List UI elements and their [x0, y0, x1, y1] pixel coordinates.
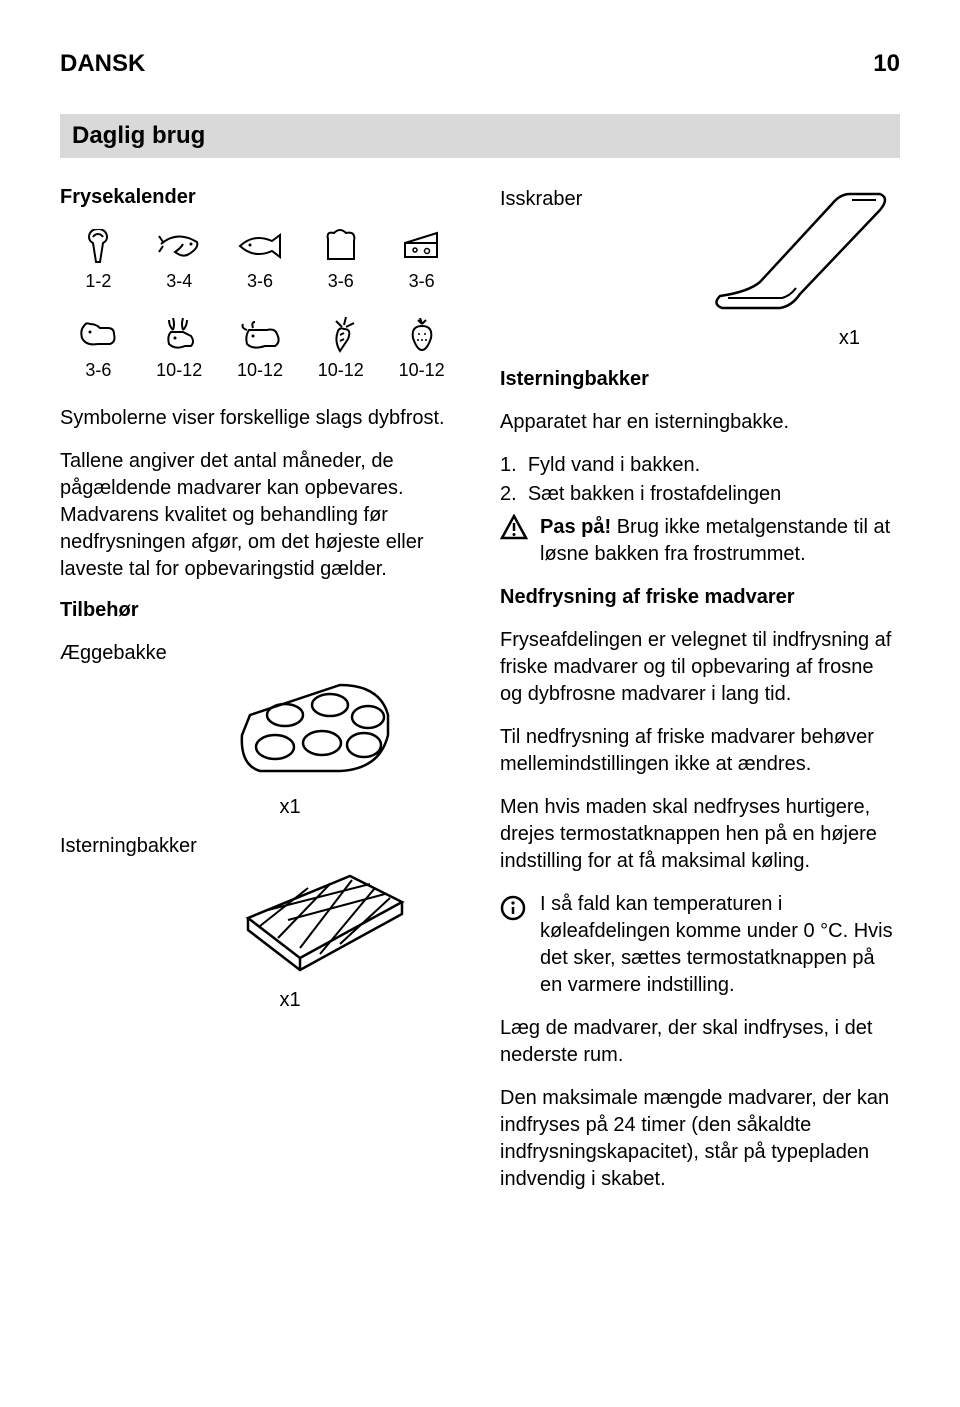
isterning-heading: Isterningbakker	[500, 368, 900, 391]
body-text: Symbolerne viser forskellige slags dybfr…	[60, 405, 460, 432]
ice-tray-qty: x1	[60, 989, 460, 1012]
info-text: I så fald kan temperaturen i køleafdelin…	[540, 891, 900, 999]
scraper-qty: x1	[500, 327, 900, 350]
fish-icon	[222, 227, 299, 265]
cal-value: 10-12	[141, 360, 218, 381]
body-text: Tallene angiver det antal måneder, de på…	[60, 448, 460, 583]
egg-tray-qty: x1	[60, 796, 460, 819]
left-column: Frysekalender 1-2 3-4 3-6 3-6 3-6 3-6 10…	[60, 186, 460, 1209]
cow-icon	[222, 316, 299, 354]
body-text: Til nedfrysning af friske madvarer behøv…	[500, 724, 900, 778]
egg-tray-label: Æggebakke	[60, 640, 460, 667]
cheese-icon	[383, 227, 460, 265]
section-title: Daglig brug	[60, 114, 900, 158]
icetray-label: Isterningbakker	[60, 833, 460, 860]
cal-value: 1-2	[60, 271, 137, 292]
shrimp-icon	[141, 227, 218, 265]
body-text: Men hvis maden skal nedfryses hurtigere,…	[500, 794, 900, 875]
cal-value: 3-6	[222, 271, 299, 292]
warning-block: Pas på! Brug ikke metalgenstande til at …	[500, 514, 900, 568]
egg-tray-icon	[60, 675, 460, 790]
info-block: I så fald kan temperaturen i køleafdelin…	[500, 891, 900, 999]
nedfrysning-heading: Nedfrysning af friske madvarer	[500, 586, 900, 609]
cal-value: 3-6	[302, 271, 379, 292]
body-text: Den maksimale mængde madvarer, der kan i…	[500, 1085, 900, 1193]
isskraber-heading: Isskraber	[500, 186, 600, 213]
cal-value: 3-6	[60, 360, 137, 381]
ice-tray-icon	[60, 868, 460, 983]
bread-icon	[302, 227, 379, 265]
freeze-calendar-2: 3-6 10-12 10-12 10-12 10-12	[60, 316, 460, 381]
body-text: Apparatet har en isterningbakke.	[500, 409, 900, 436]
frysekalender-heading: Frysekalender	[60, 186, 460, 209]
brand-label: DANSK	[60, 50, 145, 78]
step-2: 2. Sæt bakken i frostafdelingen	[500, 481, 900, 508]
icecream-icon	[60, 227, 137, 265]
cal-value: 10-12	[302, 360, 379, 381]
cal-value: 10-12	[383, 360, 460, 381]
warning-icon	[500, 514, 528, 568]
right-column: Isskraber x1 Isterningbakker Apparatet h…	[500, 186, 900, 1209]
cal-value: 10-12	[222, 360, 299, 381]
deer-icon	[141, 316, 218, 354]
carrot-icon	[302, 316, 379, 354]
cal-value: 3-6	[383, 271, 460, 292]
page-number: 10	[873, 50, 900, 78]
info-icon	[500, 891, 528, 999]
tilbehor-heading: Tilbehør	[60, 599, 460, 622]
warning-bold: Pas på!	[540, 516, 611, 538]
body-text: Fryseafdelingen er velegnet til indfrysn…	[500, 627, 900, 708]
freeze-calendar: 1-2 3-4 3-6 3-6 3-6	[60, 227, 460, 292]
step-1: 1. Fyld vand i bakken.	[500, 452, 900, 479]
ice-scraper-icon	[620, 186, 900, 321]
strawberry-icon	[383, 316, 460, 354]
cal-value: 3-4	[141, 271, 218, 292]
body-text: Læg de madvarer, der skal indfryses, i d…	[500, 1015, 900, 1069]
pig-icon	[60, 316, 137, 354]
